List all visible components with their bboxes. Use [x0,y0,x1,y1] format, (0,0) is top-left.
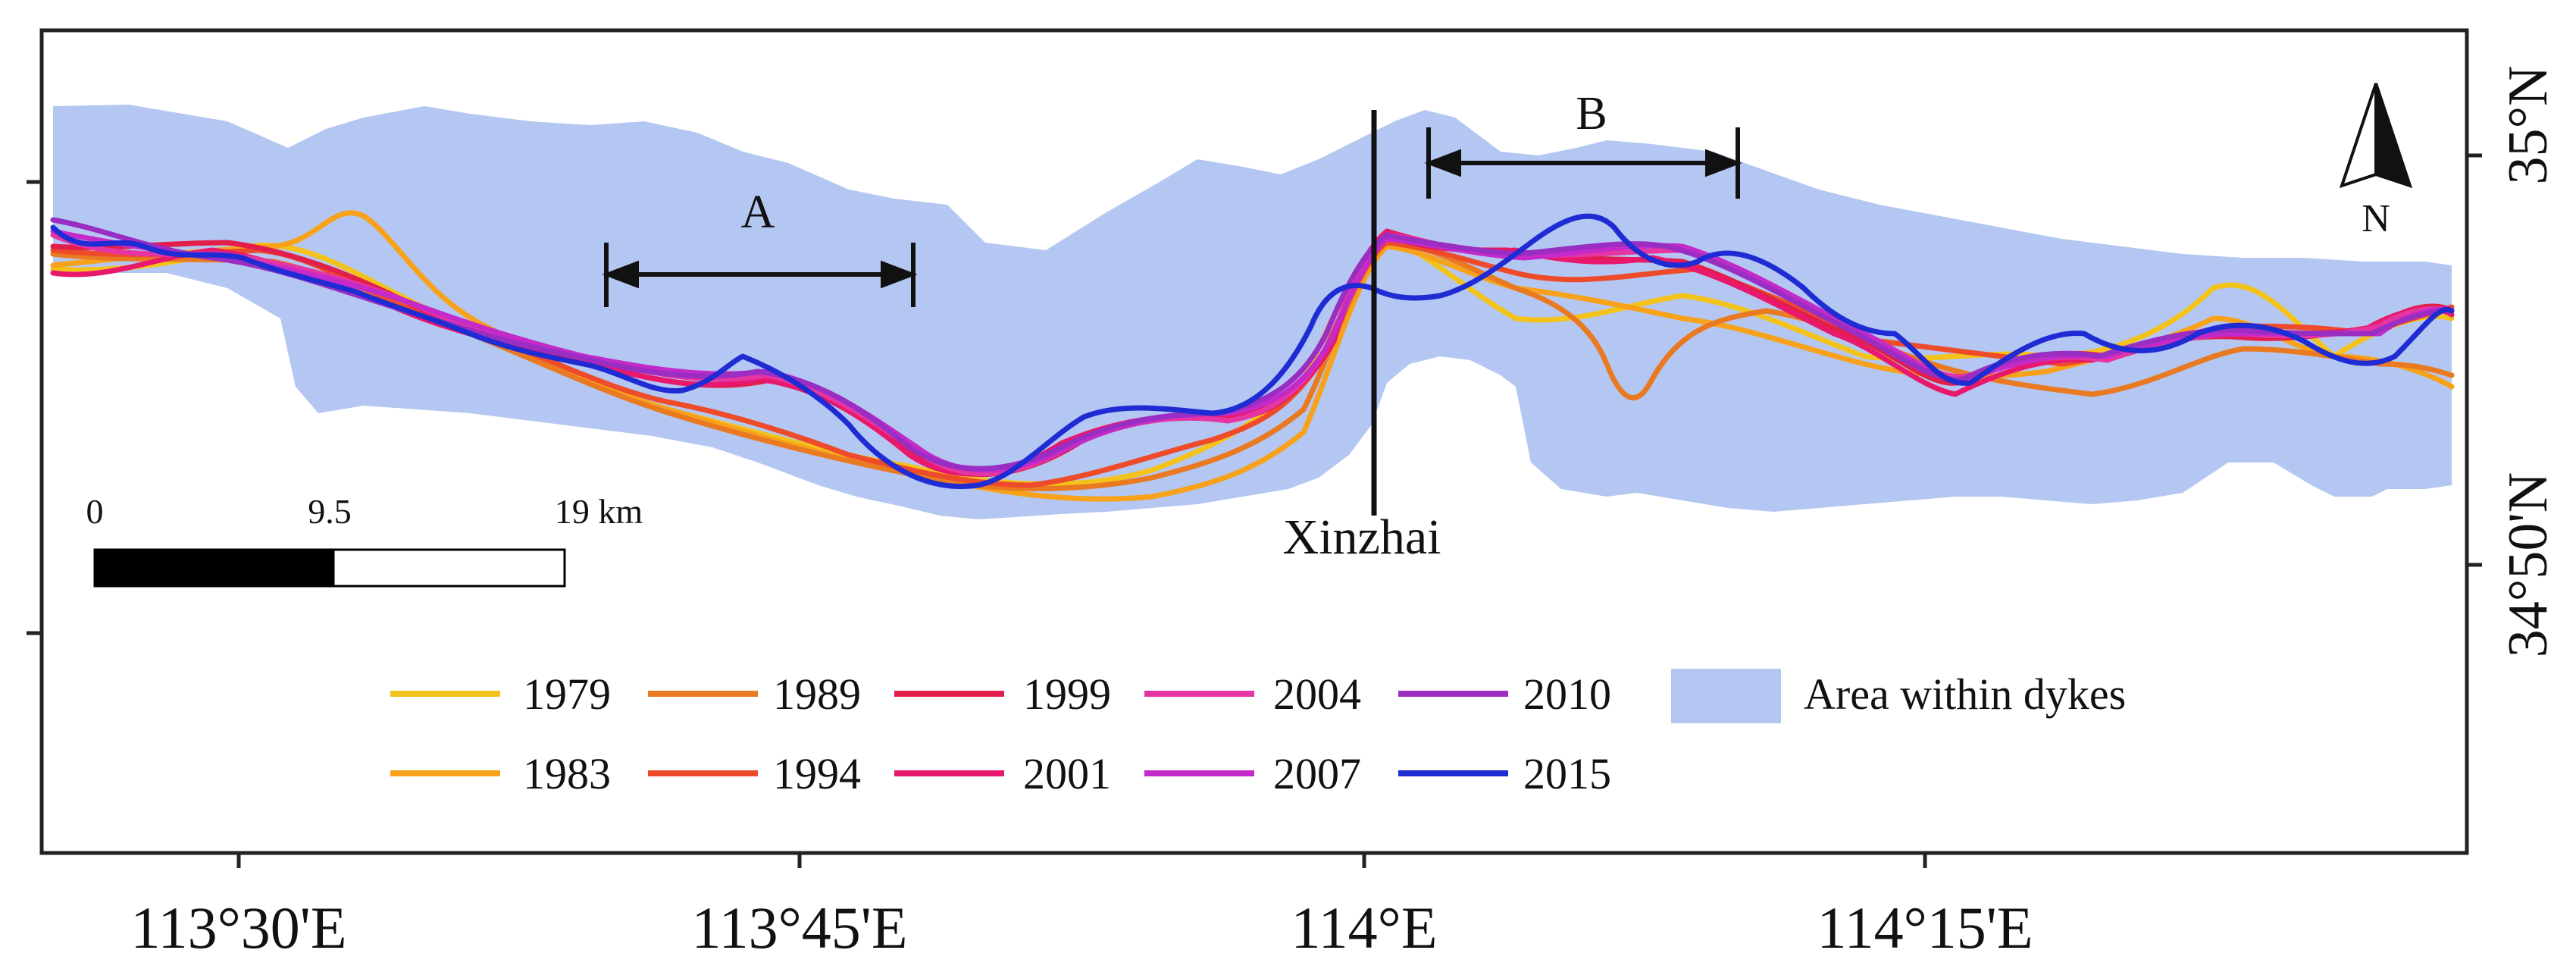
legend-label-2004: 2004 [1273,669,1361,719]
legend-label-1979: 1979 [523,669,611,719]
segment-a-label: A [741,187,775,238]
scale-tick-mid: 9.5 [308,492,352,531]
segment-a-bracket [602,243,918,307]
legend-label-2007: 2007 [1273,749,1361,798]
legend-label-1994: 1994 [773,749,861,798]
legend-label-1989: 1989 [773,669,861,719]
lon-ticks [236,853,1927,868]
north-arrow-icon: N [2339,83,2413,240]
scale-tick-0: 0 [86,492,104,531]
north-label: N [2362,197,2390,240]
town-label: Xinzhai [1283,510,1441,565]
lat-label-35n: 35°N [2497,65,2559,184]
segment-b-label: B [1576,88,1607,140]
lon-label-2: 113°45'E [692,895,908,961]
scale-tick-end: 19 km [555,492,643,531]
legend-label-2015: 2015 [1523,749,1611,798]
legend-label-2010: 2010 [1523,669,1611,719]
dyke-area [53,105,2452,519]
lon-label-4: 114°15'E [1817,895,2033,961]
channel-2010 [50,217,2455,472]
legend-label-1999: 1999 [1023,669,1111,719]
channel-2015 [50,213,2455,489]
lat-label-3450n: 34°50'N [2497,472,2559,657]
river-lines [50,210,2455,502]
legend-label-1983: 1983 [523,749,611,798]
legend-swatch-dyke-area [1671,669,1781,723]
lon-label-1: 113°30'E [131,895,347,961]
scale-bar: 0 9.5 19 km [86,492,643,588]
legend: 1979 1989 1999 2004 2010 1983 1994 2001 … [390,669,2126,798]
legend-label-2001: 2001 [1023,749,1111,798]
segment-b-bracket [1424,127,1742,199]
lon-label-3: 114°E [1291,895,1438,961]
lat-ticks [27,153,2482,635]
legend-label-dyke-area: Area within dykes [1804,669,2126,719]
